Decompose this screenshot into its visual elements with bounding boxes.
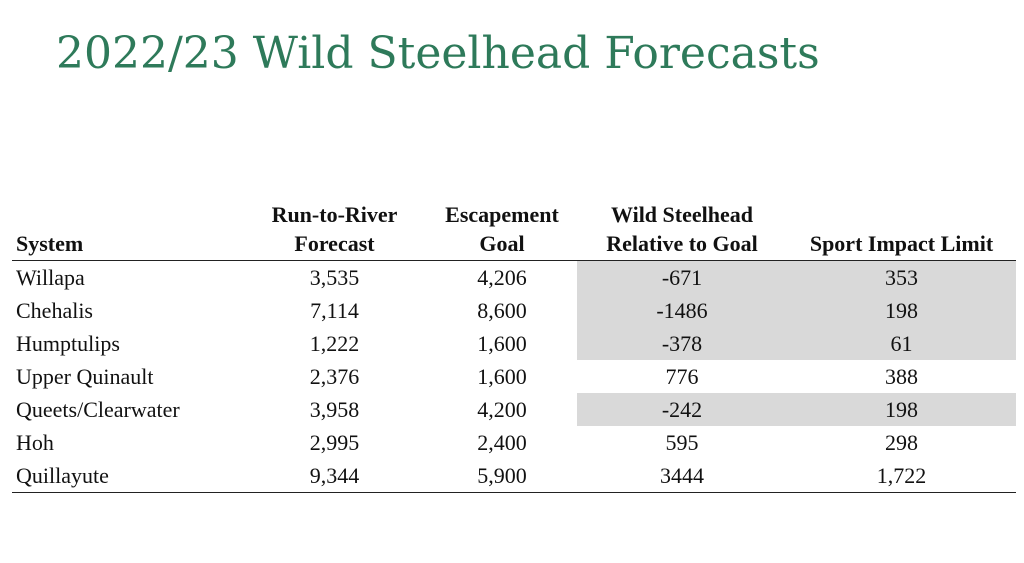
header-relative-to-goal: Wild Steelhead Relative to Goal [577, 200, 787, 261]
cell-forecast: 3,535 [309, 265, 360, 290]
table-row: Chehalis 7,114 8,600 -1486 198 [12, 294, 1016, 327]
cell-limit: 198 [787, 393, 1016, 426]
table-row: Hoh 2,995 2,400 595 298 [12, 426, 1016, 459]
cell-system: Queets/Clearwater [16, 397, 180, 422]
cell-forecast: 9,344 [242, 459, 427, 493]
table-header: System Run-to-River Forecast Escapement … [12, 200, 1016, 261]
table-row: Upper Quinault 2,376 1,600 776 388 [12, 360, 1016, 393]
cell-limit: 353 [787, 260, 1016, 294]
cell-forecast: 1,222 [309, 331, 360, 356]
header-esc-line2: Goal [479, 231, 525, 256]
table-body: Willapa 3,535 4,206 -671 353 Chehalis 7,… [12, 260, 1016, 493]
header-esc-line1: Escapement [445, 202, 559, 227]
cell-system: Quillayute [12, 459, 242, 493]
cell-system: Hoh [16, 430, 54, 455]
cell-forecast: 2,376 [309, 364, 360, 389]
cell-relative: 776 [665, 364, 699, 389]
cell-limit: 198 [787, 294, 1016, 327]
cell-relative: -1486 [577, 294, 787, 327]
header-system: System [12, 200, 242, 261]
cell-goal: 4,206 [477, 265, 527, 290]
header-rel-line2: Relative to Goal [606, 231, 758, 256]
cell-system: Upper Quinault [16, 364, 154, 389]
header-run-to-river: Run-to-River Forecast [242, 200, 427, 261]
table-row: Queets/Clearwater 3,958 4,200 -242 198 [12, 393, 1016, 426]
cell-system: Chehalis [16, 298, 93, 323]
cell-goal: 1,600 [477, 331, 527, 356]
cell-limit: 388 [885, 364, 918, 389]
cell-forecast: 7,114 [310, 298, 359, 323]
cell-relative: -378 [577, 327, 787, 360]
cell-forecast: 2,995 [309, 430, 360, 455]
header-rel-line1: Wild Steelhead [610, 202, 753, 227]
cell-relative: -242 [577, 393, 787, 426]
cell-limit: 61 [787, 327, 1016, 360]
header-sport-impact-limit: Sport Impact Limit [787, 200, 1016, 261]
page-title: 2022/23 Wild Steelhead Forecasts [56, 28, 820, 79]
header-system-label: System [16, 231, 84, 256]
header-escapement-goal: Escapement Goal [427, 200, 577, 261]
header-run-line2: Forecast [294, 231, 375, 256]
cell-limit: 298 [885, 430, 918, 455]
forecast-table: System Run-to-River Forecast Escapement … [12, 200, 1016, 493]
cell-limit: 1,722 [787, 459, 1016, 493]
table-row: Humptulips 1,222 1,600 -378 61 [12, 327, 1016, 360]
header-sport-label: Sport Impact Limit [809, 231, 994, 256]
cell-goal: 1,600 [477, 364, 527, 389]
cell-goal: 4,200 [477, 397, 527, 422]
cell-relative: 3444 [577, 459, 787, 493]
cell-relative: 595 [665, 430, 699, 455]
table-row: Willapa 3,535 4,206 -671 353 [12, 260, 1016, 294]
cell-goal: 2,400 [477, 430, 527, 455]
cell-system: Willapa [16, 265, 85, 290]
table-row: Quillayute 9,344 5,900 3444 1,722 [12, 459, 1016, 493]
cell-forecast: 3,958 [309, 397, 360, 422]
cell-system: Humptulips [16, 331, 120, 356]
cell-goal: 8,600 [477, 298, 527, 323]
header-run-line1: Run-to-River [271, 202, 398, 227]
cell-relative: -671 [577, 260, 787, 294]
cell-goal: 5,900 [427, 459, 577, 493]
